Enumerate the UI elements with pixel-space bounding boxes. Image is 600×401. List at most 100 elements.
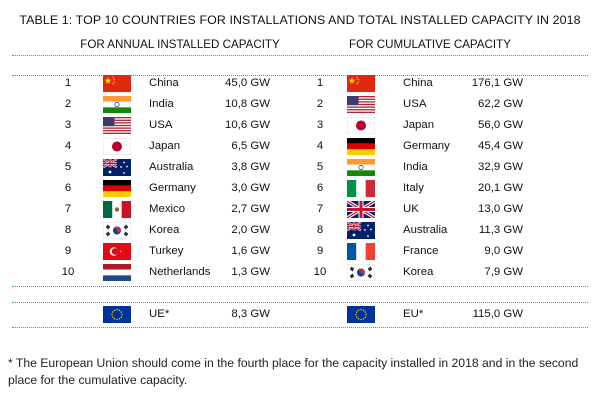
cumulative-eu-row: EU* 115,0 GW — [0, 306, 600, 323]
rank-number: 2 — [316, 98, 324, 110]
cumulative-row: 6 Italy 20,1 GW — [0, 180, 600, 197]
mexico-flag-icon — [103, 201, 131, 218]
cumulative-row: 9 France 9,0 GW — [0, 243, 600, 260]
japan-flag-icon — [103, 138, 131, 155]
italy-flag-icon — [347, 180, 375, 197]
india-flag-icon — [347, 159, 375, 176]
annual-row: 4 Japan 6,5 GW — [0, 138, 600, 155]
india-flag-icon — [103, 96, 131, 113]
capacity-value: 3,0 GW — [231, 182, 270, 194]
rank-number: 3 — [316, 119, 324, 131]
eu-label: UE* — [149, 308, 170, 320]
country-name: China — [149, 77, 179, 89]
eu-label: EU* — [403, 308, 424, 320]
table-rule — [12, 75, 588, 76]
table-rule — [12, 286, 588, 287]
country-name: France — [403, 245, 439, 257]
australia-flag-icon — [347, 222, 375, 239]
korea-flag-icon — [103, 222, 131, 239]
capacity-value: 11,3 GW — [478, 224, 523, 236]
country-name: Korea — [149, 224, 180, 236]
cumulative-row: 7 UK 13,0 GW — [0, 201, 600, 218]
cumulative-row: 2 USA 62,2 GW — [0, 96, 600, 113]
annual-row: 8 Korea 2,0 GW — [0, 222, 600, 239]
capacity-value: 20,1 GW — [478, 182, 523, 194]
eu-flag-icon — [103, 306, 131, 323]
capacity-value: 2,7 GW — [231, 203, 270, 215]
table-title: TABLE 1: TOP 10 COUNTRIES FOR INSTALLATI… — [19, 13, 581, 27]
annual-row: 3 USA 10,6 GW — [0, 117, 600, 134]
annual-heading: FOR ANNUAL INSTALLED CAPACITY — [80, 38, 280, 51]
rank-number: 9 — [64, 245, 72, 257]
japan-flag-icon — [347, 117, 375, 134]
cumulative-heading: FOR CUMULATIVE CAPACITY — [349, 38, 511, 51]
country-name: USA — [149, 119, 173, 131]
rank-number: 8 — [316, 224, 324, 236]
annual-row: 9 Turkey 1,6 GW — [0, 243, 600, 260]
rank-number: 7 — [316, 203, 324, 215]
capacity-value: 2,0 GW — [231, 224, 270, 236]
uk-flag-icon — [347, 201, 375, 218]
country-name: India — [403, 161, 428, 173]
annual-row: 5 Australia 3,8 GW — [0, 159, 600, 176]
country-name: Korea — [403, 266, 434, 278]
china-flag-icon — [103, 75, 131, 92]
capacity-value: 45,4 GW — [478, 140, 523, 152]
rank-number: 1 — [316, 77, 324, 89]
usa-flag-icon — [103, 117, 131, 134]
cumulative-row: 3 Japan 56,0 GW — [0, 117, 600, 134]
annual-row: 6 Germany 3,0 GW — [0, 180, 600, 197]
capacity-value: 1,6 GW — [231, 245, 270, 257]
capacity-value: 3,8 GW — [231, 161, 270, 173]
rank-number: 10 — [61, 266, 75, 278]
annual-eu-row: UE* 8,3 GW — [0, 306, 600, 323]
country-name: China — [403, 77, 433, 89]
country-name: Turkey — [149, 245, 184, 257]
eu-flag-icon — [347, 306, 375, 323]
capacity-value: 62,2 GW — [478, 98, 523, 110]
country-name: Australia — [403, 224, 448, 236]
capacity-value: 56,0 GW — [478, 119, 523, 131]
usa-flag-icon — [347, 96, 375, 113]
rank-number: 4 — [316, 140, 324, 152]
annual-row: 10 Netherlands 1,3 GW — [0, 264, 600, 281]
cumulative-row: 10 Korea 7,9 GW — [0, 264, 600, 281]
eu-capacity-value: 8,3 GW — [231, 308, 270, 320]
netherlands-flag-icon — [103, 264, 131, 281]
germany-flag-icon — [347, 138, 375, 155]
country-name: Italy — [403, 182, 424, 194]
country-name: Japan — [149, 140, 181, 152]
rank-number: 3 — [64, 119, 72, 131]
rank-number: 1 — [64, 77, 72, 89]
rank-number: 2 — [64, 98, 72, 110]
korea-flag-icon — [347, 264, 375, 281]
cumulative-row: 1 China 176,1 GW — [0, 75, 600, 92]
country-name: Mexico — [149, 203, 186, 215]
rank-number: 5 — [316, 161, 324, 173]
rank-number: 10 — [313, 266, 327, 278]
country-name: Germany — [149, 182, 196, 194]
turkey-flag-icon — [103, 243, 131, 260]
capacity-value: 9,0 GW — [484, 245, 523, 257]
cumulative-row: 5 India 32,9 GW — [0, 159, 600, 176]
table-rule — [12, 302, 588, 303]
cumulative-row: 8 Australia 11,3 GW — [0, 222, 600, 239]
germany-flag-icon — [103, 180, 131, 197]
capacity-value: 10,6 GW — [225, 119, 270, 131]
country-name: UK — [403, 203, 419, 215]
country-name: Japan — [403, 119, 435, 131]
capacity-value: 1,3 GW — [231, 266, 270, 278]
table-rule — [12, 327, 588, 328]
country-name: Germany — [403, 140, 450, 152]
capacity-value: 7,9 GW — [484, 266, 523, 278]
rank-number: 6 — [316, 182, 324, 194]
capacity-value: 32,9 GW — [478, 161, 523, 173]
capacity-value: 10,8 GW — [225, 98, 270, 110]
rank-number: 9 — [316, 245, 324, 257]
eu-capacity-value: 115,0 GW — [472, 308, 523, 320]
australia-flag-icon — [103, 159, 131, 176]
china-flag-icon — [347, 75, 375, 92]
rank-number: 4 — [64, 140, 72, 152]
annual-row: 7 Mexico 2,7 GW — [0, 201, 600, 218]
